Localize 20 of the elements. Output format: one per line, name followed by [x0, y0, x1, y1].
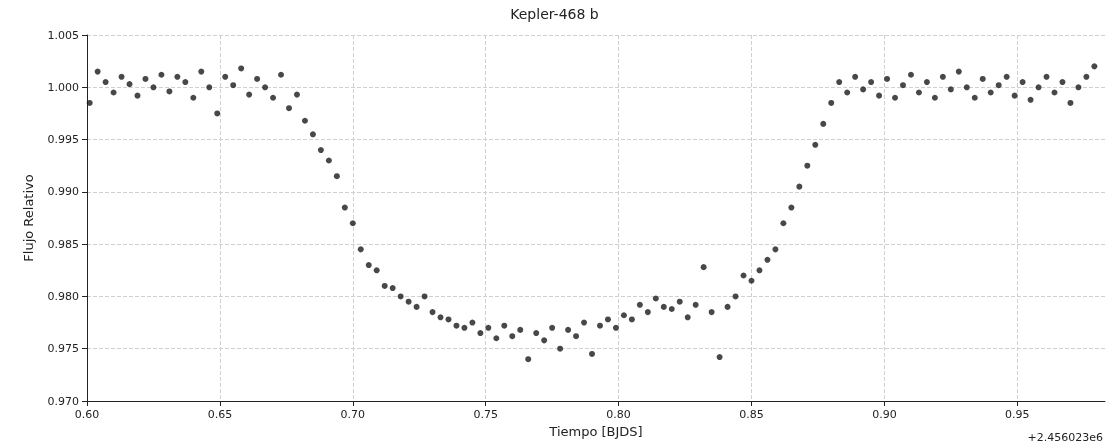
y-tick-label: 1.005 — [47, 28, 79, 42]
y-tick-label: 0.980 — [47, 289, 79, 303]
x-tick-label: 0.65 — [207, 408, 233, 421]
x-tick-label: 0.70 — [340, 408, 366, 421]
x-tick-label: 0.75 — [473, 408, 498, 421]
x-tick-label: 0.95 — [1005, 408, 1030, 421]
x-axis-title: Tiempo [BJDS] — [548, 423, 643, 439]
y-tick-label: 0.985 — [47, 237, 79, 251]
y-tick-label: 0.995 — [47, 133, 79, 147]
x-tick-label: 0.90 — [872, 408, 897, 421]
chart-title: Kepler-468 b — [510, 6, 599, 22]
y-tick-label: 1.000 — [47, 80, 79, 94]
x-tick-label: 0.80 — [606, 408, 631, 421]
y-tick-label: 0.975 — [47, 342, 79, 356]
y-tick-label: 0.990 — [47, 185, 79, 199]
x-tick-label: 0.85 — [739, 408, 764, 421]
y-tick-label: 0.970 — [47, 394, 79, 408]
x-tick-label: 0.60 — [74, 408, 100, 421]
text: +2.456023e6 — [1027, 431, 1104, 444]
y-axis-title: Flujo Relativo — [21, 174, 36, 262]
